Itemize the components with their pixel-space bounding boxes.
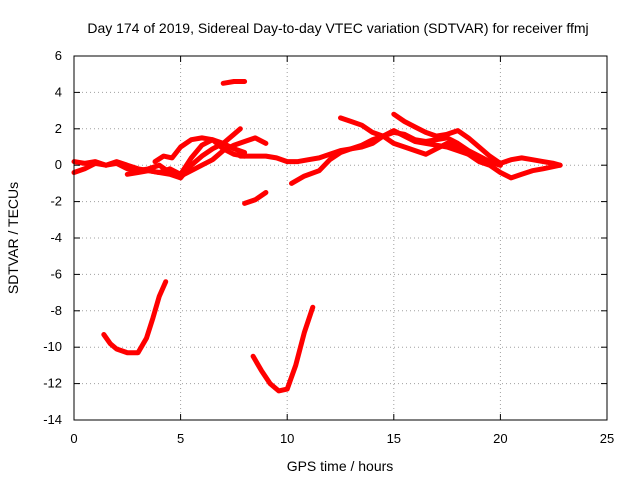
series-arc-12 bbox=[250, 304, 316, 394]
y-axis-label: SDTVAR / TECUs bbox=[5, 182, 21, 294]
y-tick-label: -14 bbox=[43, 412, 62, 427]
y-tick-label: 0 bbox=[55, 157, 62, 172]
y-tick-label: -6 bbox=[50, 266, 62, 281]
y-tick-label: 6 bbox=[55, 48, 62, 63]
x-tick-label: 10 bbox=[280, 431, 294, 446]
x-tick-label: 15 bbox=[387, 431, 401, 446]
series-arc-2 bbox=[71, 135, 269, 179]
chart-title: Day 174 of 2019, Sidereal Day-to-day VTE… bbox=[87, 20, 588, 36]
y-tick-label: 4 bbox=[55, 84, 62, 99]
x-tick-label: 5 bbox=[177, 431, 184, 446]
series-arc-9 bbox=[220, 79, 248, 86]
y-tick-label: -10 bbox=[43, 339, 62, 354]
series-group bbox=[71, 79, 563, 394]
y-tick-label: -4 bbox=[50, 230, 62, 245]
grid bbox=[73, 55, 608, 421]
series-arc-7 bbox=[338, 115, 563, 181]
series-arc-8 bbox=[391, 111, 563, 168]
y-tick-label: -12 bbox=[43, 376, 62, 391]
series-arc-3 bbox=[124, 137, 248, 177]
plot-frame bbox=[73, 55, 608, 421]
y-tick-label: -8 bbox=[50, 303, 62, 318]
y-tick-label: -2 bbox=[50, 194, 62, 209]
axis-ticks: 0 5 10 15 20 25 -14 -12 -10 -8 -6 -4 -2 0 2 4 6 bbox=[43, 48, 614, 446]
x-tick-label: 25 bbox=[600, 431, 614, 446]
x-tick-label: 20 bbox=[493, 431, 507, 446]
series-arc-11 bbox=[101, 279, 169, 356]
x-tick-label: 0 bbox=[70, 431, 77, 446]
series-arc-10 bbox=[242, 190, 269, 206]
series-arc-6 bbox=[289, 129, 503, 186]
series-arc-4 bbox=[152, 135, 248, 165]
y-tick-label: 2 bbox=[55, 121, 62, 136]
series-arc-5 bbox=[237, 128, 503, 168]
x-axis-label: GPS time / hours bbox=[287, 458, 394, 474]
